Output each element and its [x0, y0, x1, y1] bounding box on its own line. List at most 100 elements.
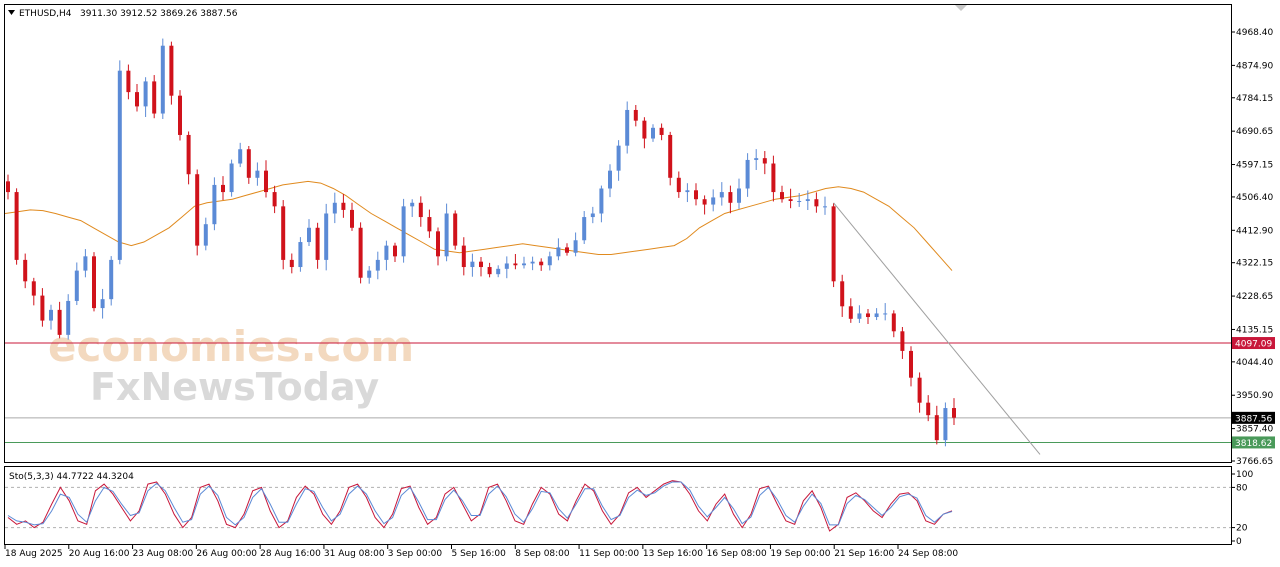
- candle-bear: [341, 202, 346, 210]
- candle-bear: [221, 184, 225, 193]
- symbol-label[interactable]: ETHUSD,H4: [19, 9, 72, 19]
- candle-bull: [255, 170, 260, 178]
- candle-bear: [281, 206, 286, 260]
- candle-bull: [582, 217, 587, 241]
- candle-bull: [754, 158, 759, 160]
- candle-bull: [332, 202, 337, 214]
- candle-bull: [375, 259, 380, 271]
- price-tick-label: 4044.40: [1236, 358, 1273, 368]
- price-tick-label: 4968.40: [1236, 28, 1273, 38]
- time-tick-label: 31 Aug 08:00: [324, 549, 385, 559]
- candle-bull: [410, 202, 415, 207]
- main-price-panel: [4, 4, 1232, 463]
- candle-bear: [135, 92, 139, 107]
- candle-bear: [728, 192, 733, 203]
- symbol-dropdown-icon[interactable]: [8, 10, 15, 15]
- candle-bear: [350, 209, 354, 228]
- candle-bull: [307, 227, 311, 243]
- candle-bull: [298, 242, 303, 268]
- price-tick-label: 3950.90: [1236, 391, 1273, 401]
- time-tick-label: 8 Sep 08:00: [515, 549, 570, 559]
- candle-bull: [857, 313, 862, 319]
- trendline: [833, 202, 1041, 455]
- candle-bear: [393, 245, 397, 257]
- price-tags: 4097.09 3887.56 3818.62: [1232, 337, 1275, 449]
- candle-bear: [186, 134, 191, 175]
- candle-bear: [272, 192, 277, 207]
- candle-bull: [504, 263, 509, 269]
- candle-bear: [659, 127, 664, 135]
- candle-bear: [694, 190, 698, 200]
- price-tick-label: 4597.15: [1236, 161, 1273, 171]
- time-tick-label: 5 Sep 16:00: [452, 549, 507, 559]
- candle-bull: [883, 313, 888, 315]
- time-tick-label: 19 Sep 00:00: [770, 549, 830, 559]
- candle-bull: [823, 206, 827, 208]
- price-tick-label: 4412.90: [1236, 226, 1273, 236]
- stochastic-tick-label: 100: [1236, 470, 1253, 480]
- price-tick-label: 4784.15: [1236, 94, 1273, 104]
- candle-bear: [934, 415, 939, 441]
- candle-bear: [814, 199, 819, 207]
- candle-bear: [479, 261, 483, 268]
- candle-bull: [530, 261, 535, 264]
- candle-bull: [719, 192, 724, 198]
- candle-bull: [805, 199, 810, 201]
- candle-bear: [418, 202, 423, 218]
- candle-bear: [152, 81, 157, 114]
- candle-bear: [831, 206, 836, 282]
- candle-bear: [289, 259, 294, 268]
- candle-bull: [496, 268, 501, 275]
- candle-bull: [616, 145, 621, 171]
- candle-bull: [745, 159, 750, 189]
- price-tag-bg-4097.09: [1232, 337, 1275, 350]
- candle-bear: [57, 309, 62, 335]
- candle-bull: [797, 200, 802, 202]
- ohlc-values: 3911.30 3912.52 3869.26 3887.56: [80, 9, 238, 19]
- moving-average: [4, 180, 953, 271]
- time-tick-label: 3 Sep 00:00: [388, 549, 443, 559]
- horizontal-lines: [5, 342, 1231, 443]
- price-tick-label: 4506.40: [1236, 193, 1273, 203]
- candle-bear: [40, 295, 45, 321]
- candle-bear: [246, 149, 251, 178]
- stochastic-panel: [4, 466, 1232, 545]
- stochastic-tick-label: 80: [1236, 483, 1248, 493]
- candle-bull: [556, 247, 561, 257]
- time-tick-label: 24 Sep 08:00: [898, 549, 958, 559]
- candle-bull: [573, 240, 578, 253]
- candles: [6, 38, 956, 447]
- price-tag-3818.62: 3818.62: [1235, 439, 1272, 449]
- candle-bull: [109, 259, 114, 300]
- candle-bear: [771, 163, 776, 193]
- candle-bear: [315, 227, 320, 260]
- candle-bull: [737, 188, 741, 203]
- watermark-economies: economies.com: [48, 322, 414, 371]
- candle-bull: [74, 270, 79, 301]
- candle-bear: [780, 192, 784, 200]
- candle-bear: [264, 170, 268, 193]
- price-tick-label: 4228.65: [1236, 292, 1273, 302]
- candle-bear: [788, 199, 793, 201]
- stochastic-axis: 100 80 20 0: [1231, 470, 1253, 547]
- candle-bull: [100, 299, 105, 309]
- candle-bear: [126, 70, 131, 93]
- watermark: economies.com FxNewsToday: [48, 322, 414, 409]
- candle-bear: [676, 177, 681, 193]
- candle-bull: [160, 45, 165, 114]
- candle-bull: [547, 256, 552, 266]
- watermark-fxnewstoday: FxNewsToday: [90, 365, 379, 409]
- candle-bear: [565, 247, 569, 253]
- candle-bear: [358, 227, 363, 278]
- time-tick-label: 13 Sep 16:00: [643, 549, 703, 559]
- stochastic-signal-line: [7, 481, 953, 526]
- candle-bull: [711, 197, 716, 205]
- stochastic-tick-label: 20: [1236, 524, 1248, 534]
- candle-bull: [367, 270, 372, 278]
- price-tick-label: 3857.40: [1236, 425, 1273, 435]
- time-tick-label: 26 Aug 00:00: [196, 549, 257, 559]
- candle-bull: [401, 206, 406, 257]
- stochastic-label: Sto(5,3,3) 44.7722 44.3204: [9, 472, 134, 482]
- candle-bull: [203, 224, 208, 246]
- stochastic-lines: [5, 480, 1231, 532]
